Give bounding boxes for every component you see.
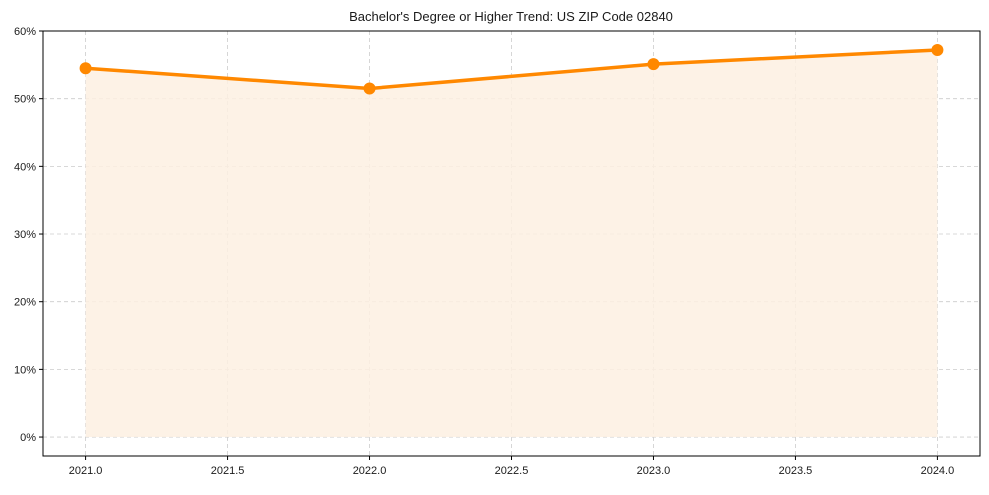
x-tick-label: 2023.0 [637,465,671,477]
data-markers [79,43,944,95]
chart-title: Bachelor's Degree or Higher Trend: US ZI… [349,9,673,24]
y-tick-label: 0% [20,432,36,444]
data-point-2021[interactable] [79,62,92,75]
data-point-2024[interactable] [931,43,944,56]
y-tick-label: 30% [14,229,36,241]
x-tick-label: 2022.5 [495,465,529,477]
y-tick-label: 10% [14,364,36,376]
y-tick-label: 50% [14,94,36,106]
x-tick-label: 2021.0 [69,465,103,477]
data-point-2022[interactable] [363,82,376,95]
area-fill [85,49,938,438]
data-line [83,48,940,91]
y-tick-label: 60% [14,26,36,38]
x-tick-label: 2021.5 [211,465,245,477]
x-tick-label: 2024.0 [921,465,955,477]
y-tick-label: 40% [14,161,36,173]
y-tick-label: 20% [14,297,36,309]
area-fill-path [85,49,938,438]
y-axis-ticks: 0% 10% 20% 30% 40% 50% 60% [14,26,43,444]
data-point-2023[interactable] [647,58,660,71]
x-tick-label: 2023.5 [779,465,813,477]
x-axis-ticks: 2021.0 2021.5 2022.0 2022.5 2023.0 2023.5 2024… [69,456,954,477]
series-line [83,48,940,91]
x-tick-label: 2022.0 [353,465,387,477]
